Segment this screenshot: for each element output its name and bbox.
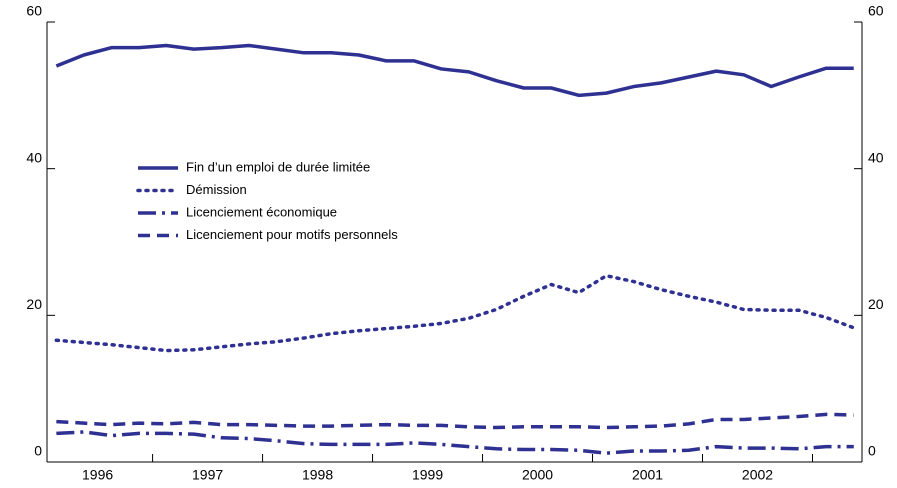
y-tick-label: 40 xyxy=(26,149,42,165)
legend-label: Licenciement pour motifs personnels xyxy=(186,227,398,242)
series-line xyxy=(55,43,854,98)
series-line xyxy=(54,273,856,353)
series-line xyxy=(56,412,854,430)
y-tick-label: 0 xyxy=(34,443,42,459)
x-tick-label: 2001 xyxy=(632,467,663,483)
x-tick-label: 1997 xyxy=(192,467,223,483)
y2-tick-label: 0 xyxy=(868,443,876,459)
legend-label: Démission xyxy=(186,182,247,197)
y2-tick-label: 60 xyxy=(868,3,884,19)
y-tick-label: 60 xyxy=(26,3,42,19)
y2-tick-label: 20 xyxy=(868,296,884,312)
x-tick-label: 2000 xyxy=(522,467,553,483)
frame xyxy=(46,22,863,463)
legend-label: Licenciement économique xyxy=(186,204,337,219)
x-tick-label: 2002 xyxy=(742,467,773,483)
x-tick-label: 1998 xyxy=(302,467,333,483)
series-line xyxy=(56,430,854,455)
x-tick-label: 1996 xyxy=(82,467,113,483)
y2-tick-label: 40 xyxy=(868,149,884,165)
y-tick-label: 20 xyxy=(26,296,42,312)
x-tick-label: 1999 xyxy=(412,467,443,483)
legend-label: Fin d’un emploi de durée limitée xyxy=(186,159,370,174)
